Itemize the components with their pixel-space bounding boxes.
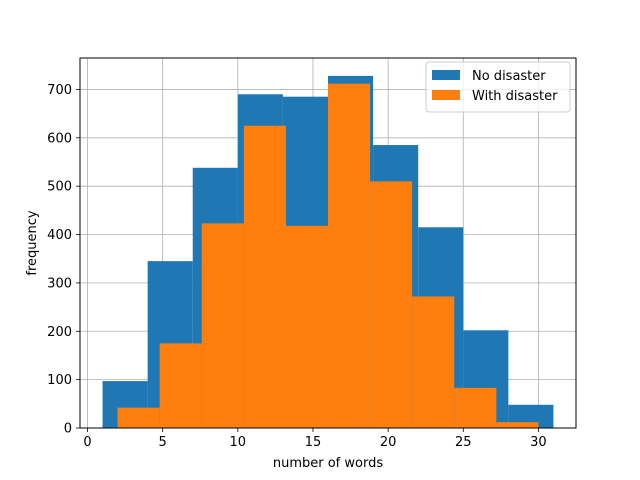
- y-tick-label-2: 200: [47, 325, 72, 340]
- series-with-disaster-bars: [117, 83, 539, 429]
- bar-series-1-bin-0: [117, 407, 160, 428]
- y-axis-ticks: 0 100 200 300 400 500 600 700: [47, 83, 80, 437]
- legend-label-0: No disaster: [472, 69, 546, 84]
- bar-series-1-bin-6: [370, 181, 413, 428]
- plot-frame: [79, 57, 577, 429]
- x-tick-label-6: 30: [530, 435, 547, 450]
- bar-series-1-bin-8: [454, 387, 497, 428]
- x-axis-label: number of words: [273, 456, 383, 471]
- bar-series-1-bin-9: [496, 422, 539, 428]
- x-tick-label-2: 10: [230, 435, 247, 450]
- y-tick-label-7: 700: [47, 83, 72, 98]
- x-tick-label-5: 25: [455, 435, 472, 450]
- y-tick-label-3: 300: [47, 276, 72, 291]
- y-tick-label-1: 100: [47, 373, 72, 388]
- y-tick-label-4: 400: [47, 228, 72, 243]
- legend: No disaster With disaster: [425, 61, 571, 113]
- legend-swatch-1: [432, 90, 460, 100]
- legend-box: [425, 61, 571, 113]
- x-tick-label-3: 15: [305, 435, 322, 450]
- y-axis-label: frequency: [25, 210, 40, 276]
- x-tick-label-0: 0: [83, 435, 91, 450]
- x-tick-label-1: 5: [159, 435, 167, 450]
- legend-swatch-0: [432, 70, 460, 80]
- y-tick-label-0: 0: [64, 422, 72, 437]
- bar-series-1-bin-7: [412, 296, 455, 428]
- bar-series-1-bin-4: [285, 225, 328, 428]
- x-axis-ticks: 0 5 10 15 20 25 30: [83, 428, 547, 450]
- x-tick-label-4: 20: [380, 435, 397, 450]
- bar-series-1-bin-3: [243, 125, 286, 429]
- y-tick-label-5: 500: [47, 180, 72, 195]
- bar-series-1-bin-1: [159, 343, 202, 428]
- bar-series-1-bin-5: [328, 83, 371, 429]
- legend-label-1: With disaster: [472, 89, 558, 104]
- bar-series-1-bin-2: [201, 223, 244, 428]
- y-tick-label-6: 600: [47, 131, 72, 146]
